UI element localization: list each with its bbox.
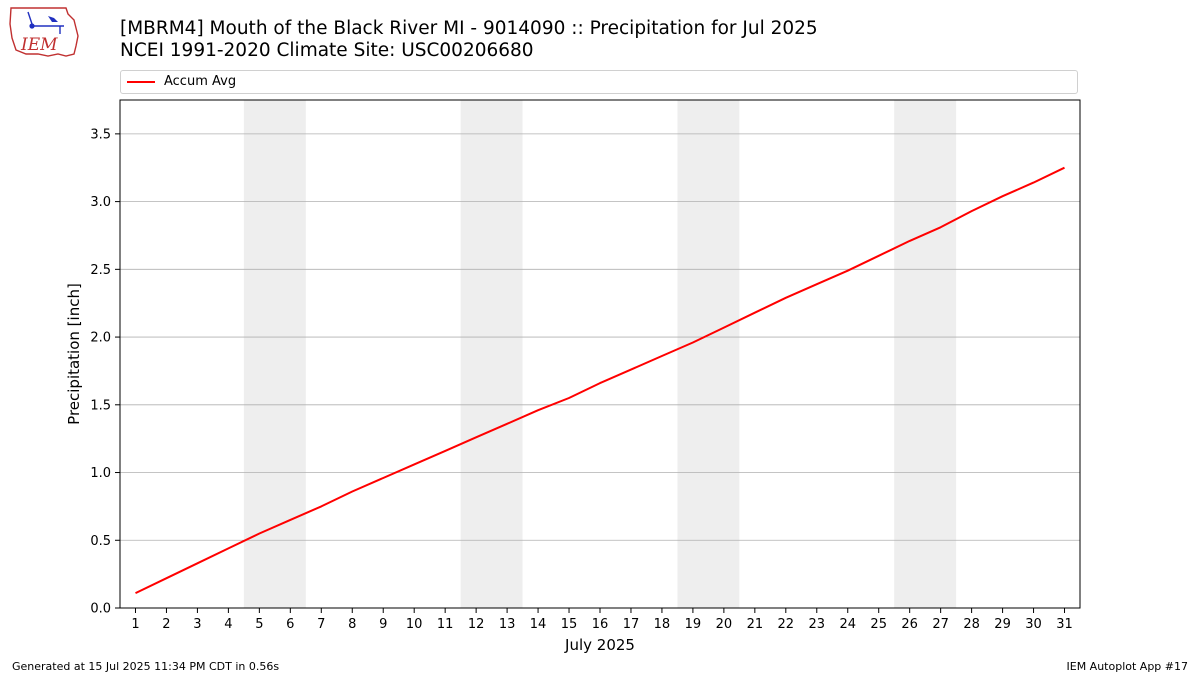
y-tick-label: 1.0 bbox=[90, 466, 111, 481]
x-tick-label: 14 bbox=[530, 617, 547, 632]
data-point bbox=[661, 355, 663, 357]
x-tick-label: 30 bbox=[1025, 617, 1042, 632]
data-point bbox=[134, 592, 136, 594]
x-tick-label: 12 bbox=[468, 617, 485, 632]
x-tick-label: 10 bbox=[406, 617, 423, 632]
data-point bbox=[537, 409, 539, 411]
footer-app-text: IEM Autoplot App #17 bbox=[1066, 660, 1189, 673]
data-point bbox=[692, 341, 694, 343]
x-tick-label: 3 bbox=[193, 617, 201, 632]
data-point bbox=[351, 490, 353, 492]
x-tick-label: 2 bbox=[162, 617, 170, 632]
y-tick-label: 1.5 bbox=[90, 398, 111, 413]
x-tick-label: 19 bbox=[685, 617, 702, 632]
data-point bbox=[506, 423, 508, 425]
data-point bbox=[258, 532, 260, 534]
data-point bbox=[909, 240, 911, 242]
data-point bbox=[227, 547, 229, 549]
data-point bbox=[1002, 195, 1004, 197]
x-tick-label: 23 bbox=[809, 617, 826, 632]
x-tick-label: 20 bbox=[716, 617, 733, 632]
x-tick-label: 9 bbox=[379, 617, 387, 632]
x-tick-label: 13 bbox=[499, 617, 516, 632]
x-axis-label: July 2025 bbox=[564, 636, 635, 654]
data-point bbox=[196, 562, 198, 564]
x-tick-label: 21 bbox=[747, 617, 764, 632]
x-tick-label: 31 bbox=[1056, 617, 1073, 632]
data-point bbox=[599, 382, 601, 384]
data-point bbox=[165, 577, 167, 579]
weekend-band bbox=[677, 100, 740, 608]
x-tick-label: 24 bbox=[839, 617, 856, 632]
data-point bbox=[320, 505, 322, 507]
x-tick-label: 25 bbox=[870, 617, 887, 632]
x-tick-label: 16 bbox=[592, 617, 609, 632]
footer-generated-text: Generated at 15 Jul 2025 11:34 PM CDT in… bbox=[12, 660, 280, 673]
data-point bbox=[754, 312, 756, 314]
y-tick-label: 0.5 bbox=[90, 534, 111, 549]
data-point bbox=[413, 463, 415, 465]
x-tick-label: 1 bbox=[131, 617, 139, 632]
x-tick-label: 6 bbox=[286, 617, 294, 632]
weekend-band bbox=[243, 100, 306, 608]
y-axis-label: Precipitation [inch] bbox=[65, 283, 83, 425]
legend: Accum Avg bbox=[120, 70, 1078, 94]
x-tick-label: 15 bbox=[561, 617, 578, 632]
y-tick-label: 3.5 bbox=[90, 127, 111, 142]
data-point bbox=[723, 327, 725, 329]
data-point bbox=[568, 397, 570, 399]
data-point bbox=[382, 477, 384, 479]
data-point bbox=[816, 283, 818, 285]
chart-title: [MBRM4] Mouth of the Black River MI - 90… bbox=[120, 18, 818, 39]
data-point bbox=[289, 519, 291, 521]
data-point bbox=[940, 226, 942, 228]
y-tick-label: 3.0 bbox=[90, 195, 111, 210]
data-point bbox=[444, 450, 446, 452]
x-tick-label: 26 bbox=[901, 617, 918, 632]
data-point bbox=[785, 297, 787, 299]
iem-logo-icon: IEM bbox=[9, 7, 79, 57]
data-point bbox=[475, 436, 477, 438]
x-tick-label: 27 bbox=[932, 617, 949, 632]
data-point bbox=[1064, 167, 1066, 169]
chart-subtitle: NCEI 1991-2020 Climate Site: USC00206680 bbox=[120, 40, 534, 61]
y-tick-label: 2.5 bbox=[90, 263, 111, 278]
x-tick-label: 29 bbox=[994, 617, 1011, 632]
x-tick-label: 18 bbox=[654, 617, 671, 632]
data-point bbox=[971, 210, 973, 212]
x-tick-label: 11 bbox=[437, 617, 454, 632]
x-tick-label: 22 bbox=[778, 617, 795, 632]
x-tick-label: 4 bbox=[224, 617, 232, 632]
legend-label: Accum Avg bbox=[164, 74, 237, 89]
x-tick-label: 8 bbox=[348, 617, 356, 632]
data-point bbox=[847, 270, 849, 272]
x-tick-label: 7 bbox=[317, 617, 325, 632]
data-point bbox=[630, 369, 632, 371]
series-line-accum-avg bbox=[135, 166, 1065, 595]
legend-line-swatch bbox=[127, 81, 155, 83]
y-tick-label: 0.0 bbox=[90, 602, 111, 617]
weekend-band bbox=[894, 100, 957, 608]
x-tick-label: 5 bbox=[255, 617, 263, 632]
data-point bbox=[1033, 182, 1035, 184]
y-tick-label: 2.0 bbox=[90, 331, 111, 346]
x-tick-label: 28 bbox=[963, 617, 980, 632]
logo-text: IEM bbox=[20, 35, 58, 55]
x-tick-label: 17 bbox=[623, 617, 640, 632]
data-point bbox=[878, 255, 880, 257]
weekend-band bbox=[460, 100, 523, 608]
